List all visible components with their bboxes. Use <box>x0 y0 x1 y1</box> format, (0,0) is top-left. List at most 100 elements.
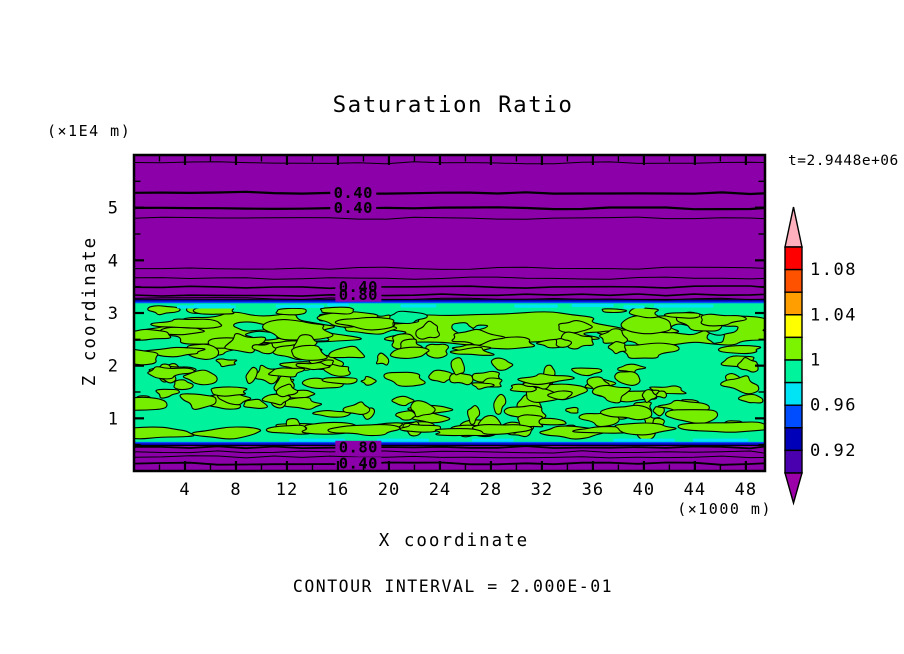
chartreuse-blob <box>700 313 747 327</box>
x-tick-label: 48 <box>735 480 757 500</box>
x-tick-label: 4 <box>179 480 190 500</box>
chartreuse-top-blob <box>663 312 701 319</box>
cyan-fringe-dash <box>275 304 325 308</box>
chartreuse-blob <box>415 320 440 340</box>
chartreuse-speckle <box>641 389 658 404</box>
chartreuse-speckle <box>328 345 366 359</box>
chartreuse-strip-blob <box>191 426 262 440</box>
chartreuse-blob <box>558 320 593 334</box>
axis-ticks <box>135 156 764 470</box>
x-axis-label: X coordinate <box>379 531 529 551</box>
chartreuse-speckle <box>565 406 579 414</box>
colorbar-segment <box>784 359 803 384</box>
chartreuse-blob <box>134 328 172 341</box>
chartreuse-speckle <box>268 367 305 378</box>
chartreuse-strip-blob <box>399 423 441 433</box>
contour-line <box>134 190 765 196</box>
contour-line <box>134 455 765 459</box>
z-tick-label: 1 <box>108 409 119 429</box>
chartreuse-top-blob <box>275 307 307 316</box>
chartreuse-speckle <box>210 386 248 397</box>
colorbar-segment <box>784 246 803 271</box>
chartreuse-speckle <box>737 393 764 404</box>
cyan-fringe-dash <box>471 438 514 442</box>
colorbar-segment <box>784 449 803 474</box>
chartreuse-speckle <box>449 346 495 356</box>
chartreuse-blob <box>451 328 506 347</box>
z-axis-label: Z coordinate <box>80 236 100 386</box>
chartreuse-speckle <box>467 405 481 425</box>
chartreuse-strip-blob <box>327 423 401 437</box>
chartreuse-speckle <box>607 341 627 355</box>
band-bottom-navy-stripe <box>134 443 765 446</box>
chartreuse-speckle <box>134 396 168 411</box>
chartreuse-speckle <box>571 367 603 377</box>
chartreuse-speckle <box>490 357 514 371</box>
contour-line <box>134 293 765 297</box>
chartreuse-speckle <box>215 358 238 368</box>
chartreuse-speckle <box>375 352 390 366</box>
chartreuse-top-blob <box>628 307 659 319</box>
chartreuse-speckle <box>245 366 258 385</box>
cyan-fringe-dash <box>514 304 558 308</box>
chartreuse-speckle <box>291 344 328 361</box>
x-axis-unit-label: (×1000 m) <box>677 500 772 518</box>
chartreuse-speckle <box>493 393 507 415</box>
chartreuse-speckle <box>614 371 641 386</box>
band-bottom-blue-stripe <box>134 441 765 444</box>
contour-line-label: 0.40 <box>334 199 373 217</box>
cyan-fringe-dash <box>623 305 645 309</box>
z-tick-label: 4 <box>108 251 119 271</box>
contour-line <box>134 285 765 290</box>
plot-title: Saturation Ratio <box>333 92 574 118</box>
cyan-fringe-dash <box>613 438 675 442</box>
contour-line-label: 0.80 <box>339 438 378 456</box>
x-tick-label: 8 <box>230 480 241 500</box>
chartreuse-blob <box>620 314 672 335</box>
colorbar: 1.08 1.04 1 0.96 0.92 <box>784 206 857 506</box>
x-tick-label: 12 <box>276 480 298 500</box>
contour-label-mask <box>330 201 377 215</box>
chartreuse-speckle <box>591 384 632 404</box>
chartreuse-top-blob <box>147 305 181 316</box>
colorbar-segment <box>784 291 803 316</box>
chartreuse-speckle <box>717 345 762 355</box>
contour-line-label: 0.40 <box>334 184 373 202</box>
colorbar-tick-label: 1 <box>810 351 822 371</box>
band-hole <box>471 324 489 331</box>
chartreuse-speckle <box>450 357 465 376</box>
cyan-fringe-dash <box>692 438 749 442</box>
contour-label-mask <box>335 288 382 302</box>
band-hole <box>233 321 271 332</box>
contour-line-label: 0.40 <box>339 455 378 473</box>
z-tick-labels: 1 2 3 4 5 <box>108 199 119 430</box>
colorbar-tick-label: 1.04 <box>810 305 857 325</box>
x-tick-label: 36 <box>582 480 604 500</box>
chartreuse-strip-blob <box>614 422 677 436</box>
x-tick-labels: 4 8 12 16 20 24 28 32 36 40 44 48 <box>179 480 757 500</box>
cyan-fringe-dash <box>176 305 236 309</box>
contour-line-label: 0.40 <box>339 278 378 296</box>
x-tick-label: 44 <box>684 480 706 500</box>
colorbar-segment <box>784 404 803 429</box>
chartreuse-speckle <box>134 348 159 366</box>
cyan-fringe-dash <box>571 303 614 308</box>
chartreuse-speckle <box>720 375 760 395</box>
saturated-band <box>134 301 765 444</box>
cyan-fringe-dash <box>289 438 346 442</box>
cyan-fringe-dash <box>376 438 430 442</box>
chartreuse-speckle <box>517 414 544 428</box>
chartreuse-strip-blob <box>134 426 195 440</box>
x-tick-label: 28 <box>480 480 502 500</box>
chartreuse-speckle <box>224 333 267 354</box>
colorbar-segment <box>784 381 803 406</box>
colorbar-overflow-arrow-up <box>784 206 803 248</box>
chartreuse-blob <box>150 318 223 329</box>
contour-line <box>134 461 765 466</box>
chartreuse-speckle <box>275 383 299 398</box>
colorbar-segment <box>784 336 803 361</box>
chartreuse-speckle <box>547 390 573 401</box>
chartreuse-speckle <box>295 362 331 371</box>
contour-line <box>134 266 765 270</box>
